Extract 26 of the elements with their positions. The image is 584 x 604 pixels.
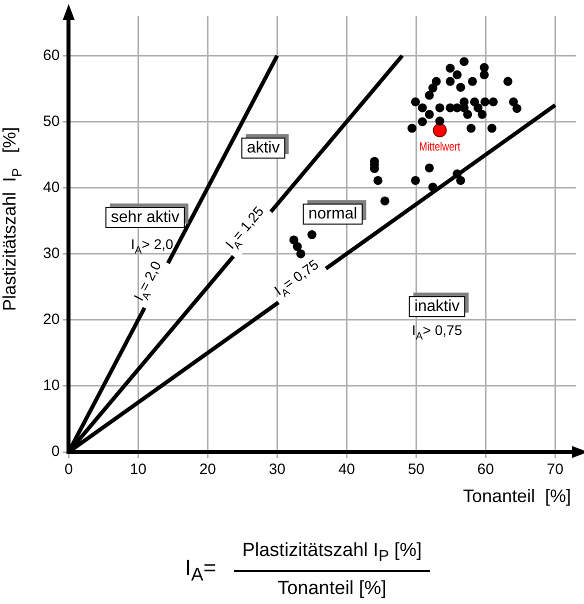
x-tick-label: 20 — [199, 461, 216, 478]
annotation: Mittelwert — [419, 140, 460, 154]
x-tick-label: 40 — [338, 461, 356, 478]
y-tick-label: 50 — [42, 112, 60, 130]
x-tick-label: 30 — [268, 461, 286, 478]
x-tick-label: 0 — [64, 461, 73, 478]
text: Tonanteil [%] — [278, 576, 386, 600]
x-tick-label: 70 — [546, 461, 564, 478]
y-axis-title: Plastizitätszahl IP [%] — [0, 126, 25, 312]
text: IA= 2,0 — [130, 258, 164, 304]
x-tick-label: 50 — [408, 461, 425, 478]
y-tick-label: 40 — [42, 178, 60, 196]
y-tick-label: 20 — [42, 311, 60, 328]
annotation: aktiv — [246, 140, 280, 157]
text: Plastizitätszahl I$_{P}$ [%] — [234, 540, 430, 572]
annotation: inaktiv — [414, 298, 460, 316]
y-tick-label: 60 — [42, 46, 60, 64]
x-tick-label: 60 — [477, 461, 494, 478]
annotation: sehr aktiv — [110, 208, 180, 226]
y-tick-label: 30 — [42, 244, 60, 262]
text: I$_{A}$= — [185, 554, 216, 586]
x-tick-label: 10 — [130, 461, 147, 478]
x-axis-title: Tonanteil [%] — [462, 486, 571, 506]
annotation: normal — [308, 206, 358, 223]
y-tick-label: 0 — [51, 443, 60, 460]
y-tick-label: 10 — [42, 377, 60, 394]
